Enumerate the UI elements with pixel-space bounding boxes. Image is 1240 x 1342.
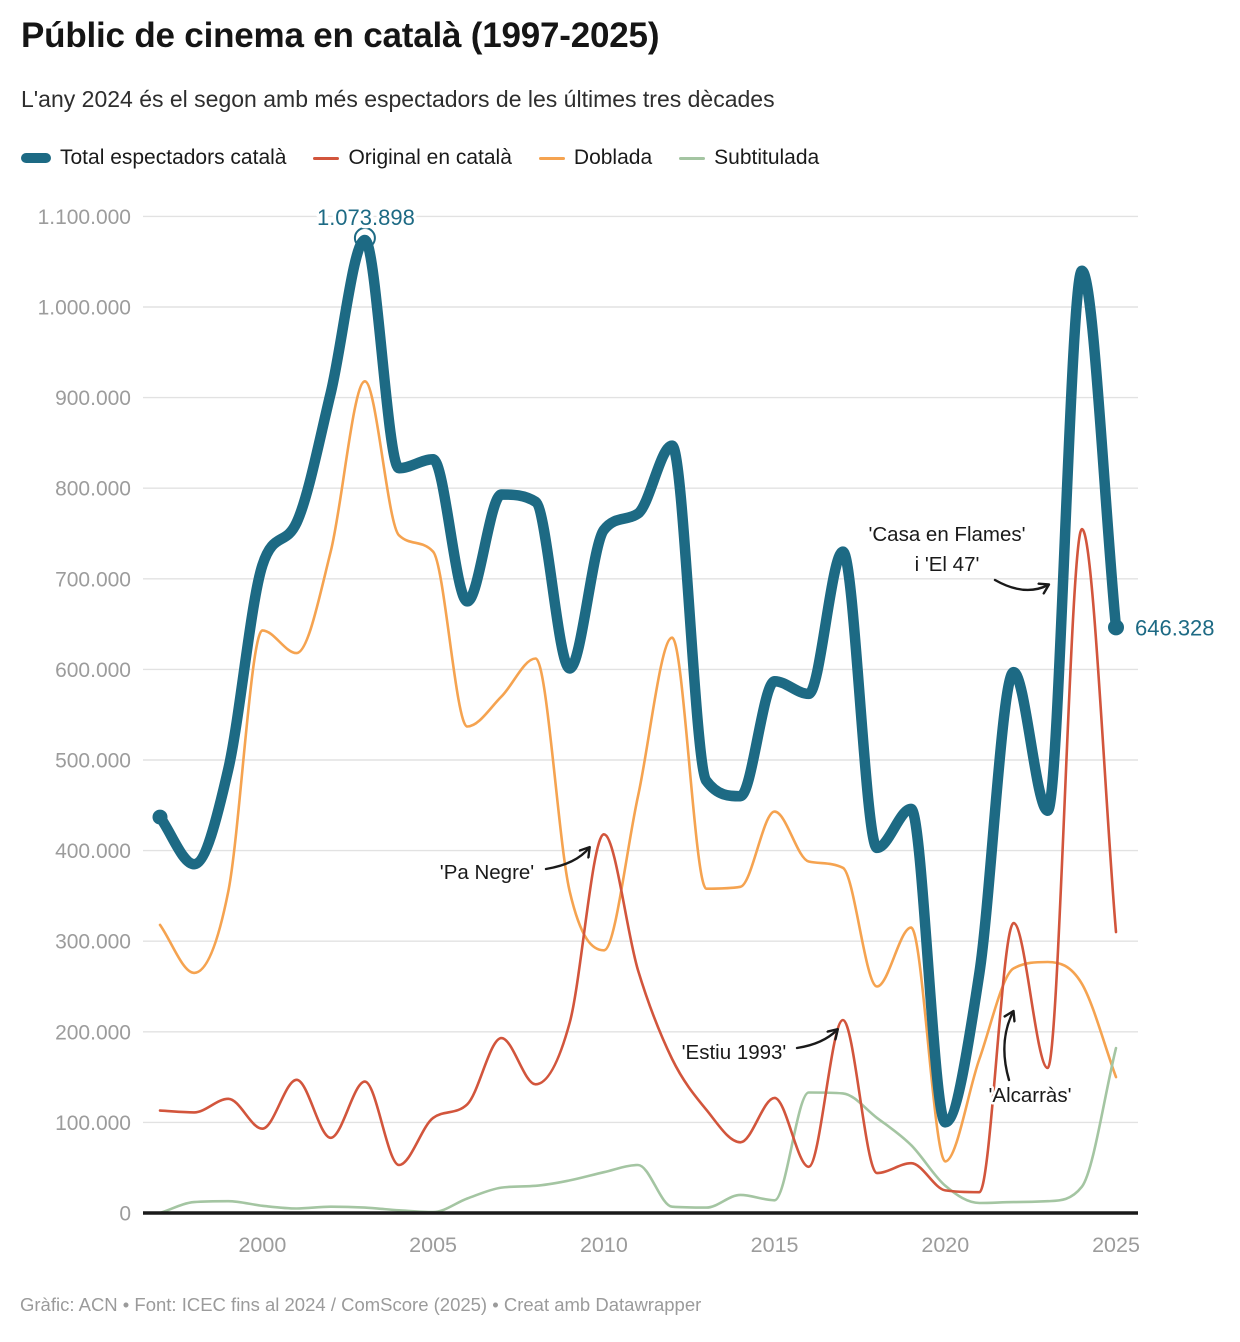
legend-item-original: Original en català [313,146,512,170]
total-end-dot [1108,619,1124,636]
total-start-dot [152,809,168,825]
y-tick-label: 400.000 [55,840,131,863]
legend-item-doblada: Doblada [538,146,653,170]
annotation-arrow-icon [544,848,589,871]
x-tick-label: 2005 [409,1233,457,1257]
annotation-arrow-icon [1003,1012,1013,1082]
page-title: Públic de cinema en català (1997-2025) [21,16,660,55]
value-label: 646.328 [1135,615,1215,640]
thin-line-swatch-icon [679,156,706,160]
y-tick-label: 1.000.000 [38,297,131,320]
annotation-text: 'Estiu 1993' [682,1041,787,1064]
thick-line-swatch-icon [21,153,51,163]
annotation-text: 'Pa Negre' [440,861,534,884]
x-tick-label: 2015 [751,1233,799,1257]
y-tick-label: 600.000 [55,659,131,682]
y-grid: 0 100.000 200.000 300.000 400.000 500.000 600.… [38,206,1138,1226]
annotation-arrow-icon [993,578,1048,590]
y-tick-label: 800.000 [55,478,131,501]
annotation-arrow-icon [795,1030,837,1050]
series-line-original [158,527,1118,1194]
value-label: 1.073.898 [317,205,415,230]
y-tick-label: 0 [119,1203,131,1226]
series-lines [154,234,1122,1215]
x-tick-label: 2025 [1092,1233,1140,1257]
legend: Total espectadors català Original en cat… [21,146,819,170]
y-tick-label: 100.000 [55,1112,131,1135]
legend-label-original: Original en català [348,146,512,169]
y-tick-label: 1.100.000 [38,206,131,229]
annotation-note: 'Estiu 1993' [679,1030,837,1067]
thin-line-swatch-icon [313,156,340,160]
x-tick-label: 2010 [580,1233,628,1257]
legend-label-doblada: Doblada [573,146,653,169]
series-line-total [154,234,1122,1128]
x-tick-label: 2000 [238,1233,286,1257]
y-tick-label: 300.000 [55,931,131,954]
annotation-text: 'Casa en Flames' [868,523,1025,546]
chart-footer: Gràfic: ACN • Font: ICEC fins al 2024 / … [20,1294,702,1315]
series-line-doblada [158,380,1118,1163]
y-tick-label: 900.000 [55,387,131,410]
x-tick-label: 2020 [921,1233,969,1257]
thin-line-swatch-icon [538,156,565,160]
legend-label-subtitulada: Subtitulada [714,146,820,169]
legend-item-total: Total espectadors català [21,146,286,170]
y-tick-label: 500.000 [55,750,131,773]
annotation-note: 'Alcarràs' [986,1012,1074,1110]
legend-label-total: Total espectadors català [60,146,287,169]
annotation-note: 'Pa Negre' [437,848,589,887]
chart-subtitle: L'any 2024 és el segon amb més espectado… [21,86,775,112]
annotation-note: 'Casa en Flames' i 'El 47' [866,521,1048,590]
y-tick-label: 700.000 [55,568,131,591]
annotation-text: i 'El 47' [915,553,980,576]
annotation-text: 'Alcarràs' [988,1084,1071,1107]
x-axis: 2000 2005 2010 2015 2020 2025 [238,1233,1139,1257]
legend-item-subtitulada: Subtitulada [679,146,819,170]
series-line-subtitulada [158,1046,1118,1215]
y-tick-label: 200.000 [55,1021,131,1044]
